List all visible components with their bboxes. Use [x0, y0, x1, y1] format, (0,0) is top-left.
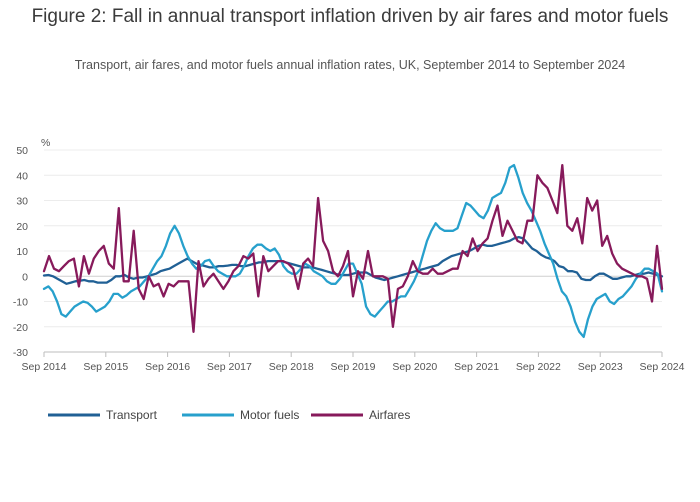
y-axis-label: %	[41, 137, 50, 149]
x-tick-label: Sep 2018	[269, 361, 314, 373]
y-tick-label: 50	[16, 145, 28, 157]
y-tick-label: 40	[16, 170, 28, 182]
legend-label-airfares: Airfares	[369, 408, 410, 422]
chart-subtitle: Transport, air fares, and motor fuels an…	[74, 58, 626, 72]
series-line-airfares	[42, 163, 664, 333]
x-tick-label: Sep 2023	[578, 361, 623, 373]
x-tick-label: Sep 2022	[516, 361, 561, 373]
x-tick-label: Sep 2017	[207, 361, 252, 373]
x-tick-label: Sep 2016	[145, 361, 190, 373]
x-tick-label: Sep 2021	[454, 361, 499, 373]
y-tick-label: 30	[16, 196, 28, 208]
series-line-motor-fuels	[42, 163, 664, 339]
x-tick-label: Sep 2014	[22, 361, 67, 373]
y-tick-label: 20	[16, 221, 28, 233]
y-tick-label: -20	[13, 322, 28, 334]
y-tick-label: -10	[13, 297, 28, 309]
legend-label-motor-fuels: Motor fuels	[240, 408, 299, 422]
x-tick-label: Sep 2019	[331, 361, 376, 373]
y-tick-label: -30	[13, 347, 28, 359]
x-tick-label: Sep 2024	[640, 361, 685, 373]
y-tick-label: 10	[16, 246, 28, 258]
legend-label-transport: Transport	[106, 408, 158, 422]
x-tick-label: Sep 2020	[392, 361, 437, 373]
y-tick-label: 0	[22, 271, 28, 283]
chart-title: Figure 2: Fall in annual transport infla…	[31, 6, 669, 27]
x-tick-label: Sep 2015	[83, 361, 128, 373]
